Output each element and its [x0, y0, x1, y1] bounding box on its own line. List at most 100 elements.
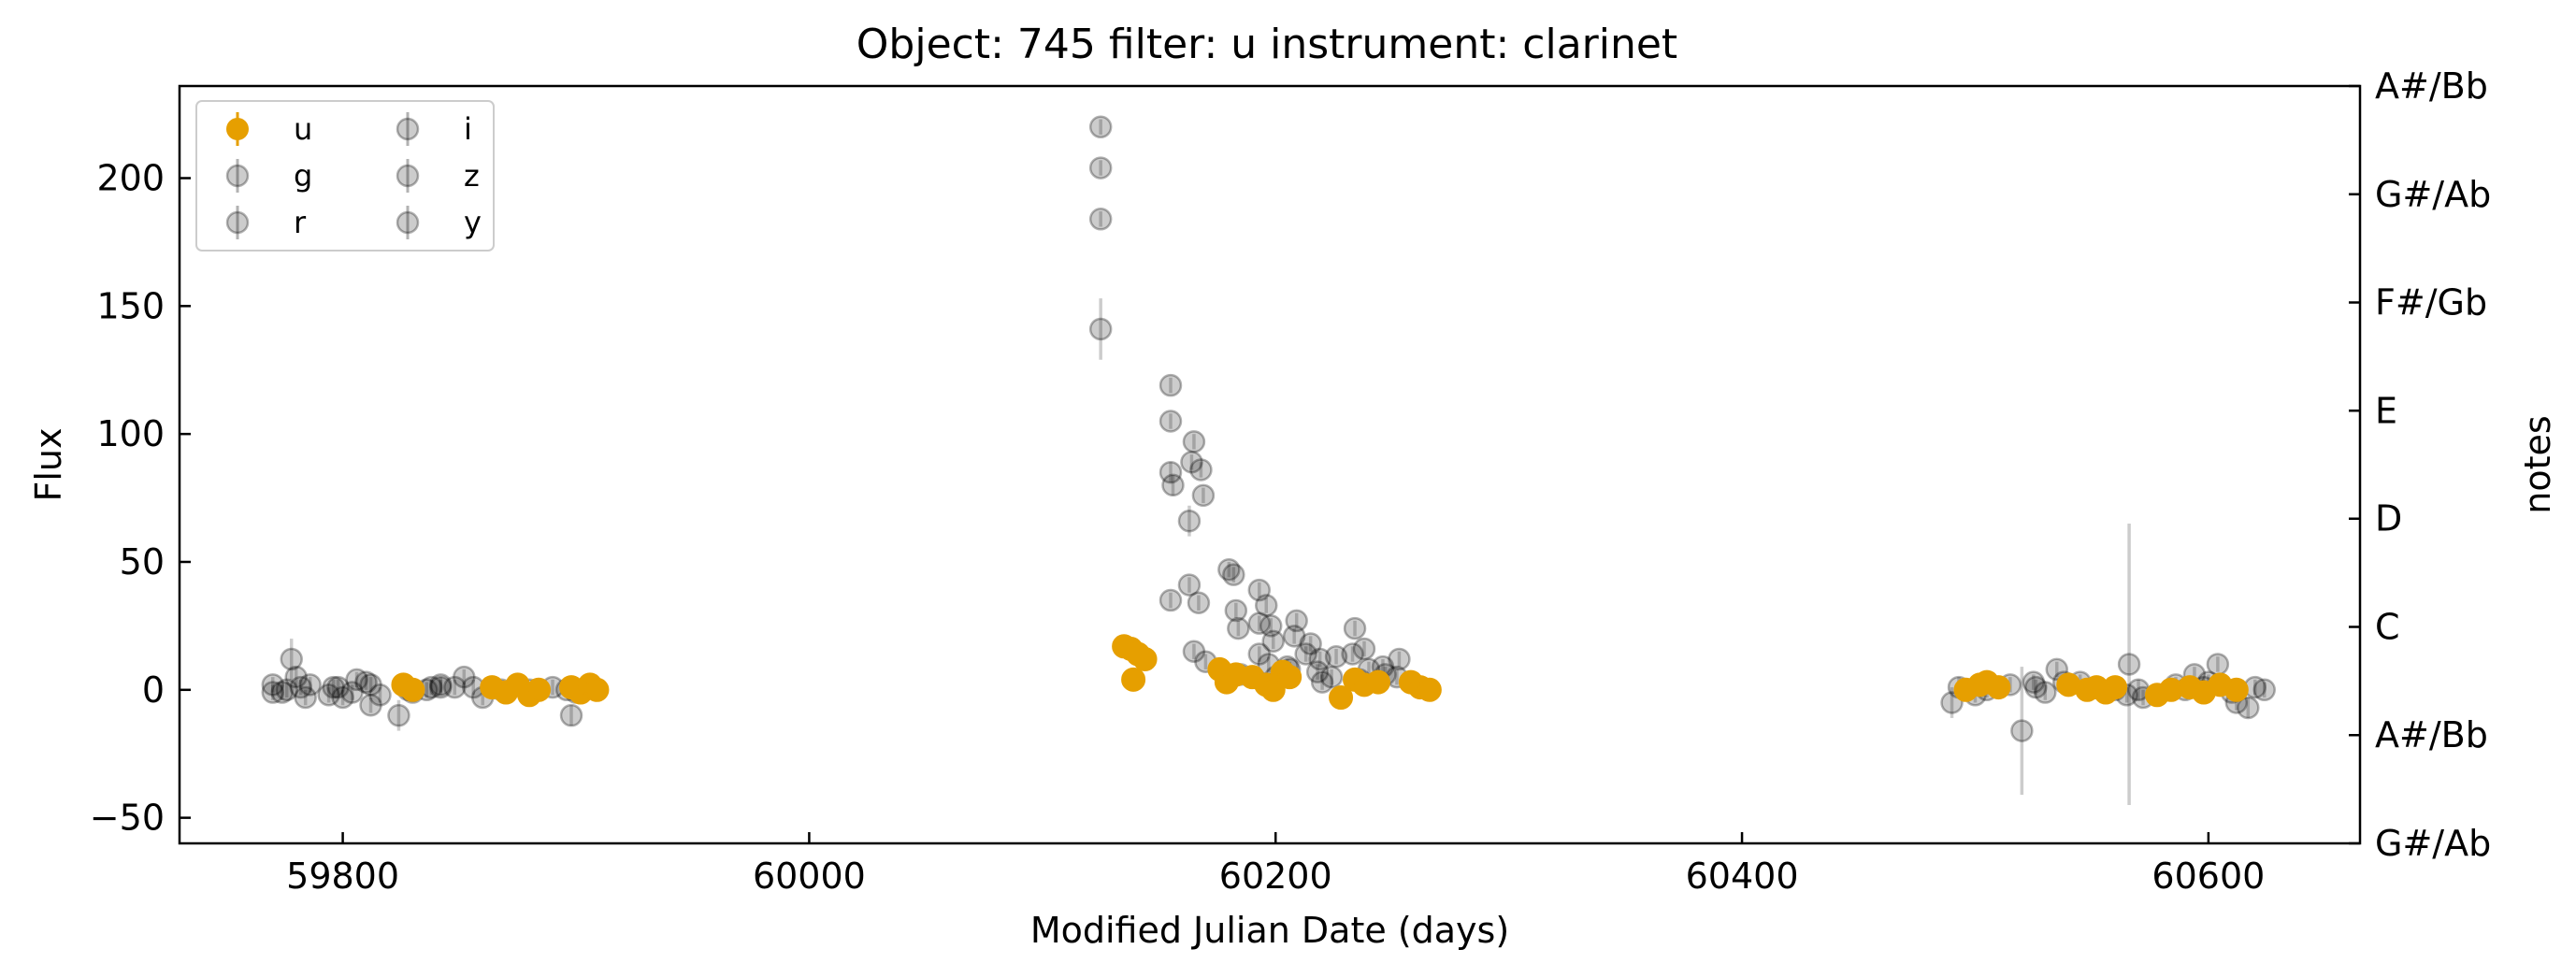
- y2-tick-label: E: [2375, 390, 2397, 431]
- legend-marker-u: [226, 118, 249, 140]
- point-g: [1161, 473, 1185, 497]
- legend-label-z: z: [464, 158, 480, 194]
- point-r: [1182, 430, 1206, 453]
- legend-marker-r: [225, 210, 250, 235]
- point-g: [1247, 578, 1272, 602]
- point-y: [340, 681, 364, 704]
- y-tick-label: 150: [96, 285, 165, 326]
- point-u: [2103, 675, 2128, 700]
- point-g: [2237, 696, 2260, 720]
- x-tick-label: 60000: [753, 856, 866, 897]
- point-r: [1282, 625, 1306, 648]
- point-y: [429, 675, 453, 699]
- point-z: [1319, 665, 1344, 689]
- point-r: [1227, 616, 1250, 640]
- y-axis-label: Flux: [28, 428, 69, 502]
- legend: ugr izy: [195, 100, 495, 252]
- y2-tick-label: G#/Ab: [2375, 174, 2491, 215]
- point-g: [345, 668, 368, 692]
- point-i: [1158, 588, 1183, 612]
- y2-tick-label: F#/Gb: [2375, 282, 2487, 324]
- point-g: [1088, 115, 1113, 139]
- point-g: [280, 647, 303, 671]
- point-i: [298, 673, 322, 697]
- chart-title: Object: 745 filter: u instrument: clarin…: [856, 21, 1677, 68]
- y-tick-label: 0: [142, 669, 165, 711]
- point-g: [453, 665, 476, 689]
- legend-marker-i: [396, 117, 420, 141]
- y-tick-label: 200: [96, 158, 165, 199]
- point-g: [559, 703, 583, 727]
- point-r: [284, 665, 308, 689]
- y2-tick-label: A#/Bb: [2375, 714, 2488, 755]
- point-z: [2034, 681, 2057, 704]
- point-i: [354, 670, 378, 694]
- point-z: [275, 678, 298, 702]
- y-tick-label: −50: [90, 798, 165, 839]
- point-g: [1187, 591, 1211, 615]
- point-r: [2022, 670, 2046, 694]
- point-u: [1365, 669, 1390, 695]
- point-y: [1310, 670, 1334, 694]
- point-g: [1088, 317, 1113, 341]
- point-r: [359, 673, 382, 697]
- point-r: [317, 683, 340, 707]
- point-z: [368, 683, 392, 707]
- point-r: [1088, 208, 1113, 231]
- point-u: [1132, 646, 1158, 671]
- point-i: [2024, 675, 2048, 699]
- point-g: [1294, 642, 1317, 666]
- point-r: [1247, 611, 1272, 635]
- x-tick-label: 60200: [1219, 856, 1332, 897]
- point-r: [1158, 460, 1183, 484]
- legend-label-g: g: [294, 158, 312, 194]
- point-g: [1177, 573, 1202, 597]
- point-g: [261, 673, 285, 697]
- y2-axis: G#/Ab A#/Bb C D E F#/Gb G#/Ab A#/Bb: [2349, 65, 2491, 864]
- point-g: [1224, 598, 1248, 623]
- plot-area: [261, 115, 2276, 805]
- y2-tick-label: D: [2375, 498, 2402, 539]
- legend-marker-y: [396, 210, 420, 235]
- point-r: [1191, 483, 1216, 508]
- point-r: [1088, 156, 1113, 180]
- point-i: [429, 673, 453, 697]
- legend-label-y: y: [464, 205, 482, 240]
- point-g: [387, 703, 410, 727]
- point-g: [1217, 557, 1241, 582]
- point-u: [1417, 677, 1442, 702]
- legend-marker-g: [225, 164, 250, 188]
- point-u: [526, 677, 552, 702]
- point-i: [1247, 642, 1272, 666]
- x-tick-label: 60400: [1686, 856, 1799, 897]
- point-z: [322, 675, 345, 699]
- x-axis-label: Modified Julian Date (days): [1030, 910, 1509, 951]
- point-g: [2117, 653, 2141, 676]
- point-i: [1324, 644, 1348, 669]
- point-r: [443, 675, 467, 699]
- point-u: [1277, 665, 1302, 690]
- point-r: [1341, 642, 1364, 666]
- y-tick-label: 50: [120, 541, 165, 582]
- point-i: [1259, 614, 1283, 638]
- point-g: [1343, 616, 1367, 640]
- y2-tick-label: A#/Bb: [2375, 65, 2488, 107]
- point-g: [2010, 719, 2034, 742]
- point-u: [1121, 667, 1146, 692]
- point-u: [400, 677, 425, 702]
- point-u: [1986, 675, 2011, 700]
- points-layer: [261, 115, 2276, 742]
- point-y: [289, 675, 312, 699]
- plot-frame: [178, 84, 2362, 845]
- point-u: [584, 677, 610, 702]
- point-g: [1255, 594, 1278, 617]
- legend-box: [195, 100, 495, 252]
- point-g: [1352, 637, 1376, 661]
- point-r: [1308, 647, 1331, 671]
- point-g: [1285, 609, 1308, 633]
- point-r: [1388, 647, 1411, 671]
- point-r: [1222, 563, 1245, 586]
- y-tick-label: 100: [96, 413, 165, 454]
- point-z: [1299, 632, 1322, 655]
